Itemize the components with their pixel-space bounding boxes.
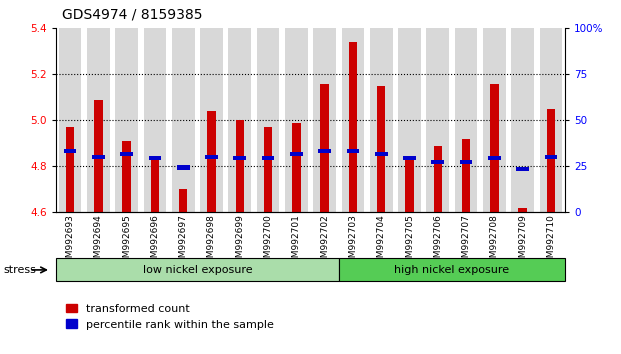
Bar xyxy=(488,156,501,160)
Bar xyxy=(92,155,105,159)
Text: high nickel exposure: high nickel exposure xyxy=(394,265,509,275)
Bar xyxy=(87,28,110,212)
Bar xyxy=(151,159,159,212)
Bar xyxy=(261,156,274,160)
Bar xyxy=(59,28,81,212)
Text: stress: stress xyxy=(3,265,36,275)
Bar xyxy=(314,28,336,212)
Bar xyxy=(229,28,251,212)
Bar xyxy=(433,146,442,212)
Bar xyxy=(511,28,534,212)
Bar xyxy=(375,152,388,156)
Text: GDS4974 / 8159385: GDS4974 / 8159385 xyxy=(62,7,202,21)
Bar xyxy=(490,84,499,212)
Bar xyxy=(349,42,357,212)
Bar xyxy=(256,28,279,212)
Bar xyxy=(347,149,360,154)
Text: low nickel exposure: low nickel exposure xyxy=(143,265,252,275)
Bar xyxy=(455,28,478,212)
Bar xyxy=(94,100,102,212)
Bar xyxy=(320,84,329,212)
Bar xyxy=(460,160,473,164)
Bar xyxy=(406,157,414,212)
Bar xyxy=(319,149,331,154)
Bar xyxy=(290,152,302,156)
Bar xyxy=(516,167,529,171)
Bar xyxy=(64,149,76,154)
Bar xyxy=(519,208,527,212)
Bar xyxy=(398,28,421,212)
Bar xyxy=(122,141,131,212)
Bar xyxy=(545,155,557,159)
Bar xyxy=(292,122,301,212)
Bar xyxy=(233,156,246,160)
Bar xyxy=(540,28,562,212)
Bar xyxy=(116,28,138,212)
Bar xyxy=(120,152,133,156)
Bar xyxy=(462,139,470,212)
Bar xyxy=(235,120,244,212)
Bar xyxy=(207,111,215,212)
Bar xyxy=(172,28,194,212)
Legend: transformed count, percentile rank within the sample: transformed count, percentile rank withi… xyxy=(61,299,278,334)
Bar xyxy=(370,28,392,212)
Bar xyxy=(205,155,218,159)
Bar xyxy=(264,127,272,212)
Bar xyxy=(143,28,166,212)
Bar xyxy=(377,86,386,212)
Bar xyxy=(546,109,555,212)
Bar xyxy=(148,156,161,160)
Bar xyxy=(66,127,75,212)
Bar xyxy=(177,165,189,170)
Bar xyxy=(403,156,416,160)
Bar xyxy=(432,160,444,164)
Bar xyxy=(342,28,365,212)
Bar xyxy=(483,28,505,212)
Bar xyxy=(285,28,307,212)
Bar xyxy=(200,28,223,212)
Bar xyxy=(179,189,188,212)
Bar xyxy=(427,28,449,212)
